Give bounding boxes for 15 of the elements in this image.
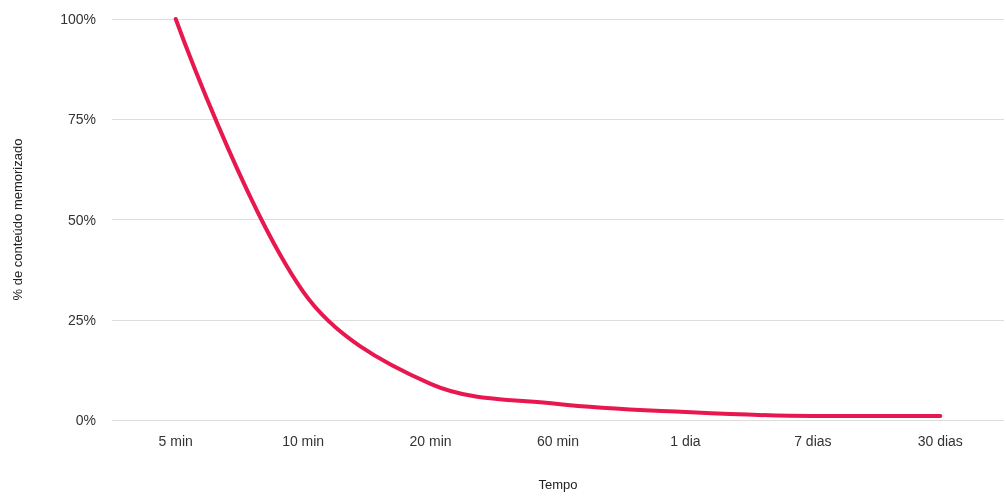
x-tick-label: 60 min — [536, 433, 580, 449]
x-axis-title: Tempo — [538, 477, 578, 492]
y-tick-label: 75% — [67, 111, 96, 128]
y-tick-label: 0% — [75, 412, 96, 428]
x-tick-label: 30 dias — [917, 433, 963, 449]
y-axis-title: % de conteúdo memorizado — [10, 138, 25, 301]
x-tick-label: 5 min — [158, 433, 193, 449]
x-tick-label: 7 dias — [794, 433, 832, 449]
x-tick-label: 20 min — [409, 433, 452, 449]
y-tick-label: 25% — [67, 311, 96, 328]
line-series — [173, 17, 943, 418]
x-tick-label: 1 dia — [670, 433, 701, 449]
x-tick-label: 10 min — [282, 433, 325, 449]
y-tick-label: 50% — [67, 211, 96, 228]
y-tick-label: 100% — [60, 11, 96, 27]
